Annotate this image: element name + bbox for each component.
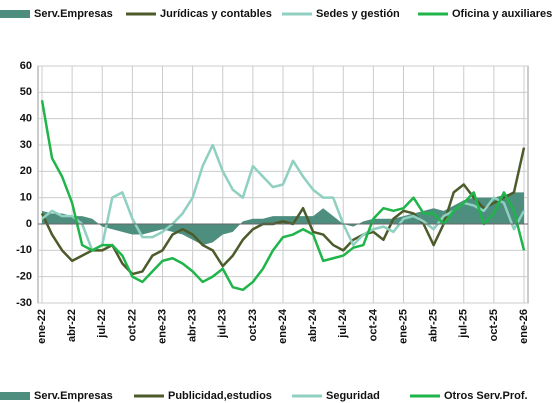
- legend-label: Otros Serv.Prof.: [444, 390, 528, 402]
- area: [42, 192, 524, 246]
- legend-label: Sedes y gestión: [316, 8, 400, 20]
- x-tick-label: jul-23: [217, 309, 229, 339]
- legend-label: Oficina y auxiliares: [452, 8, 552, 20]
- x-tick-label: ene-23: [156, 309, 168, 344]
- x-tick-label: abr-22: [66, 309, 78, 342]
- x-tick-label: oct-23: [247, 309, 259, 341]
- legend-swatch: [0, 10, 30, 18]
- line: [41, 143, 526, 252]
- y-tick-label: 40: [20, 113, 32, 125]
- legend-swatch: [0, 392, 30, 400]
- y-tick-label: 30: [20, 139, 32, 151]
- y-tick-label: 50: [20, 86, 32, 98]
- y-tick-label: 60: [20, 60, 32, 72]
- y-tick-label: -10: [16, 244, 32, 256]
- y-tick-label: 20: [20, 165, 32, 177]
- x-tick-label: jul-22: [96, 309, 108, 339]
- legend-label: Jurídicas y contables: [160, 8, 272, 20]
- legend-label: Serv.Empresas: [34, 8, 113, 20]
- x-tick-label: ene-26: [518, 309, 530, 344]
- legend-label: Publicidad,estudios: [168, 390, 272, 402]
- x-tick-label: abr-23: [187, 309, 199, 342]
- x-tick-label: ene-24: [277, 308, 289, 344]
- y-tick-label: 10: [20, 192, 32, 204]
- x-tick-label: jul-24: [337, 308, 349, 339]
- x-tick-label: abr-24: [307, 308, 319, 342]
- x-tick-label: jul-25: [458, 309, 470, 339]
- x-tick-label: oct-22: [126, 309, 138, 341]
- y-tick-label: -20: [16, 271, 32, 283]
- x-tick-label: ene-22: [36, 309, 48, 344]
- y-tick-label: -30: [16, 297, 32, 309]
- y-tick-label: 0: [26, 218, 32, 230]
- x-tick-label: abr-25: [428, 309, 440, 342]
- legend-label: Seguridad: [326, 390, 380, 402]
- x-tick-label: oct-24: [367, 308, 379, 341]
- x-tick-label: oct-25: [488, 309, 500, 341]
- x-tick-label: ene-25: [397, 309, 409, 344]
- legend-label: Serv.Empresas: [34, 390, 113, 402]
